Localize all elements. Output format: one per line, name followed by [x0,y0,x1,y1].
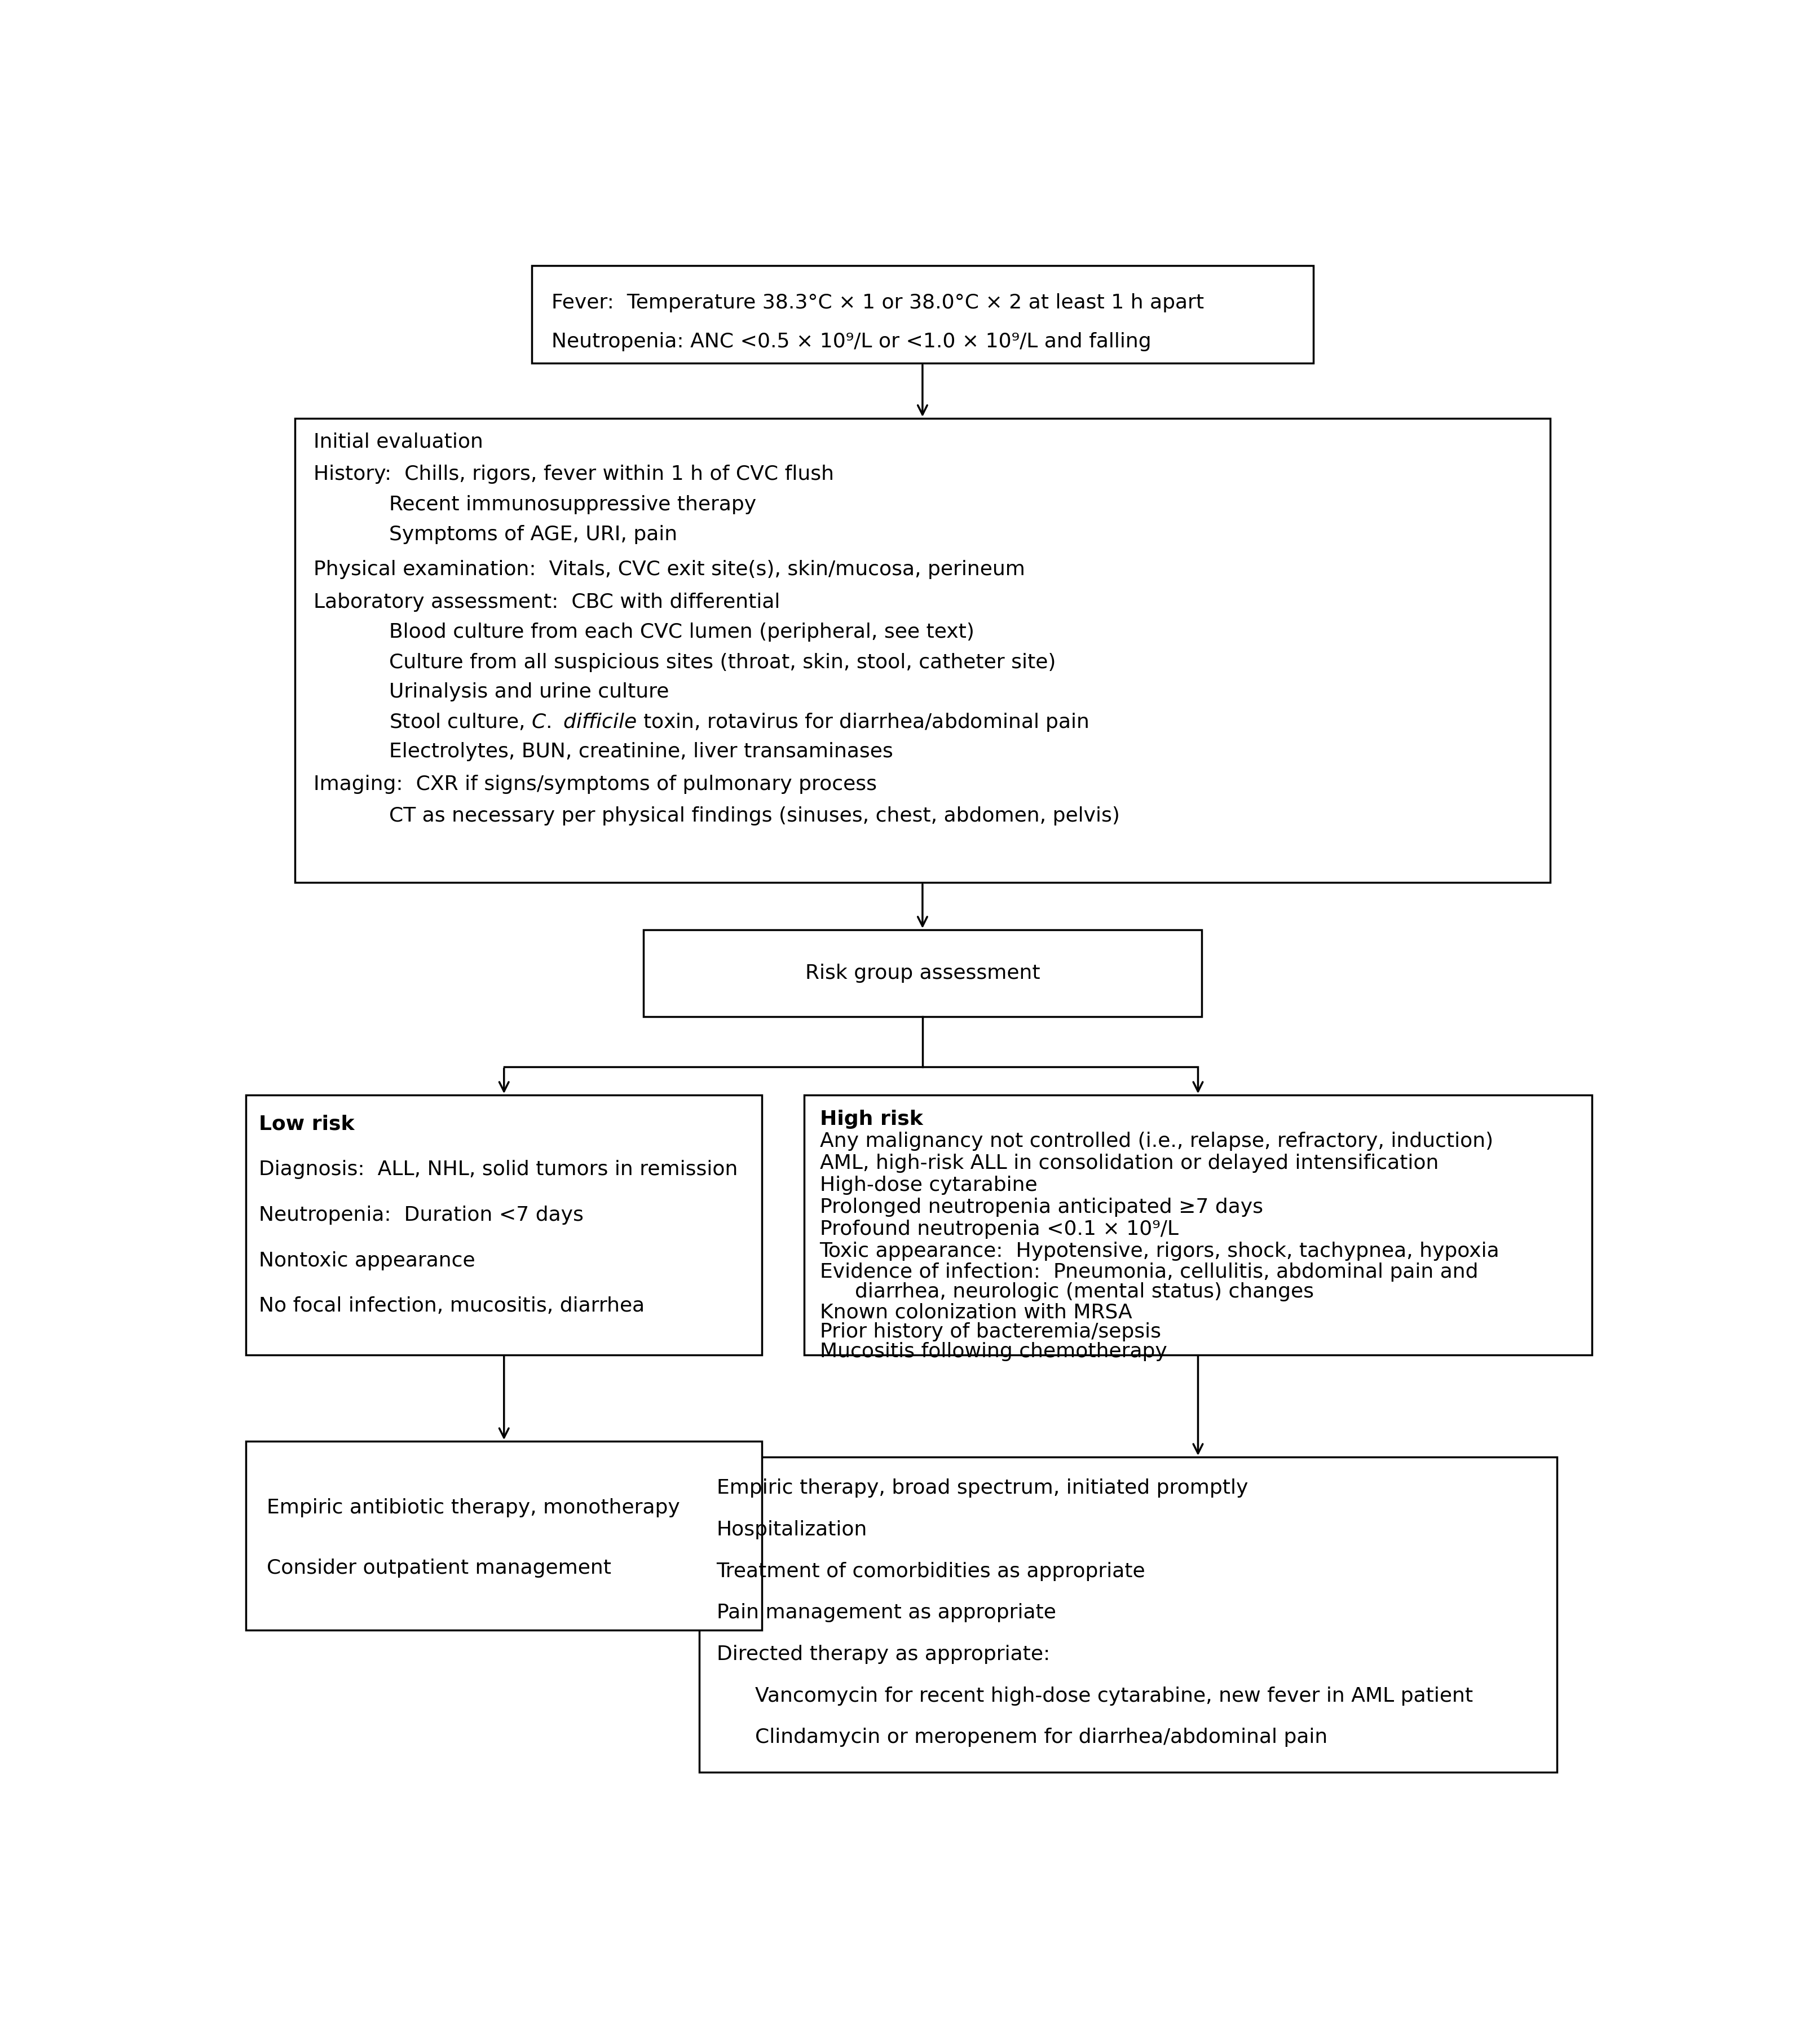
FancyBboxPatch shape [247,1441,761,1631]
FancyBboxPatch shape [295,419,1550,883]
Text: Initial evaluation: Initial evaluation [313,433,482,452]
Text: Mucositis following chemotherapy: Mucositis following chemotherapy [819,1341,1166,1361]
Text: Diagnosis:  ALL, NHL, solid tumors in remission: Diagnosis: ALL, NHL, solid tumors in rem… [259,1161,738,1179]
Text: Clindamycin or meropenem for diarrhea/abdominal pain: Clindamycin or meropenem for diarrhea/ab… [754,1727,1328,1748]
FancyBboxPatch shape [698,1457,1557,1772]
Text: Empiric therapy, broad spectrum, initiated promptly: Empiric therapy, broad spectrum, initiat… [716,1478,1247,1498]
FancyBboxPatch shape [247,1096,761,1355]
Text: diarrhea, neurologic (mental status) changes: diarrhea, neurologic (mental status) cha… [855,1282,1314,1302]
Text: Evidence of infection:  Pneumonia, cellulitis, abdominal pain and: Evidence of infection: Pneumonia, cellul… [819,1263,1478,1282]
Text: Directed therapy as appropriate:: Directed therapy as appropriate: [716,1645,1049,1664]
Text: Risk group assessment: Risk group assessment [805,963,1040,983]
FancyBboxPatch shape [805,1096,1591,1355]
Text: Culture from all suspicious sites (throat, skin, stool, catheter site): Culture from all suspicious sites (throa… [389,652,1055,672]
Text: Vancomycin for recent high-dose cytarabine, new fever in AML patient: Vancomycin for recent high-dose cytarabi… [754,1686,1472,1705]
Text: Any malignancy not controlled (i.e., relapse, refractory, induction): Any malignancy not controlled (i.e., rel… [819,1132,1492,1151]
Text: Physical examination:  Vitals, CVC exit site(s), skin/mucosa, perineum: Physical examination: Vitals, CVC exit s… [313,560,1026,578]
Text: High-dose cytarabine: High-dose cytarabine [819,1175,1037,1196]
Text: Fever:  Temperature 38.3°C × 1 or 38.0°C × 2 at least 1 h apart: Fever: Temperature 38.3°C × 1 or 38.0°C … [551,292,1204,313]
Text: Prolonged neutropenia anticipated ≥7 days: Prolonged neutropenia anticipated ≥7 day… [819,1198,1264,1216]
Text: Pain management as appropriate: Pain management as appropriate [716,1602,1057,1623]
Text: Recent immunosuppressive therapy: Recent immunosuppressive therapy [389,495,756,515]
Text: AML, high-risk ALL in consolidation or delayed intensification: AML, high-risk ALL in consolidation or d… [819,1153,1438,1173]
Text: Urinalysis and urine culture: Urinalysis and urine culture [389,683,670,701]
Text: Nontoxic appearance: Nontoxic appearance [259,1251,475,1269]
Text: Empiric antibiotic therapy, monotherapy: Empiric antibiotic therapy, monotherapy [266,1498,680,1517]
FancyBboxPatch shape [533,266,1314,364]
Text: Neutropenia:  Duration <7 days: Neutropenia: Duration <7 days [259,1206,583,1224]
Text: No focal infection, mucositis, diarrhea: No focal infection, mucositis, diarrhea [259,1296,644,1316]
Text: Stool culture, $\it{C.\ difficile}$ toxin, rotavirus for diarrhea/abdominal pain: Stool culture, $\it{C.\ difficile}$ toxi… [389,711,1089,734]
Text: Symptoms of AGE, URI, pain: Symptoms of AGE, URI, pain [389,525,677,544]
Text: Known colonization with MRSA: Known colonization with MRSA [819,1302,1132,1322]
Text: Hospitalization: Hospitalization [716,1521,868,1539]
Text: Consider outpatient management: Consider outpatient management [266,1558,612,1578]
Text: High risk: High risk [819,1110,923,1128]
Text: Blood culture from each CVC lumen (peripheral, see text): Blood culture from each CVC lumen (perip… [389,623,974,642]
Text: Electrolytes, BUN, creatinine, liver transaminases: Electrolytes, BUN, creatinine, liver tra… [389,742,893,760]
Text: Imaging:  CXR if signs/symptoms of pulmonary process: Imaging: CXR if signs/symptoms of pulmon… [313,775,877,795]
Text: Prior history of bacteremia/sepsis: Prior history of bacteremia/sepsis [819,1322,1161,1341]
FancyBboxPatch shape [643,930,1201,1016]
Text: Toxic appearance:  Hypotensive, rigors, shock, tachypnea, hypoxia: Toxic appearance: Hypotensive, rigors, s… [819,1243,1499,1261]
Text: Treatment of comorbidities as appropriate: Treatment of comorbidities as appropriat… [716,1562,1145,1580]
Text: Low risk: Low risk [259,1114,355,1134]
Text: CT as necessary per physical findings (sinuses, chest, abdomen, pelvis): CT as necessary per physical findings (s… [389,805,1120,826]
Text: Neutropenia: ANC <0.5 × 10⁹/L or <1.0 × 10⁹/L and falling: Neutropenia: ANC <0.5 × 10⁹/L or <1.0 × … [551,331,1152,352]
Text: Laboratory assessment:  CBC with differential: Laboratory assessment: CBC with differen… [313,593,779,611]
Text: History:  Chills, rigors, fever within 1 h of CVC flush: History: Chills, rigors, fever within 1 … [313,464,833,484]
Text: Profound neutropenia <0.1 × 10⁹/L: Profound neutropenia <0.1 × 10⁹/L [819,1220,1179,1239]
